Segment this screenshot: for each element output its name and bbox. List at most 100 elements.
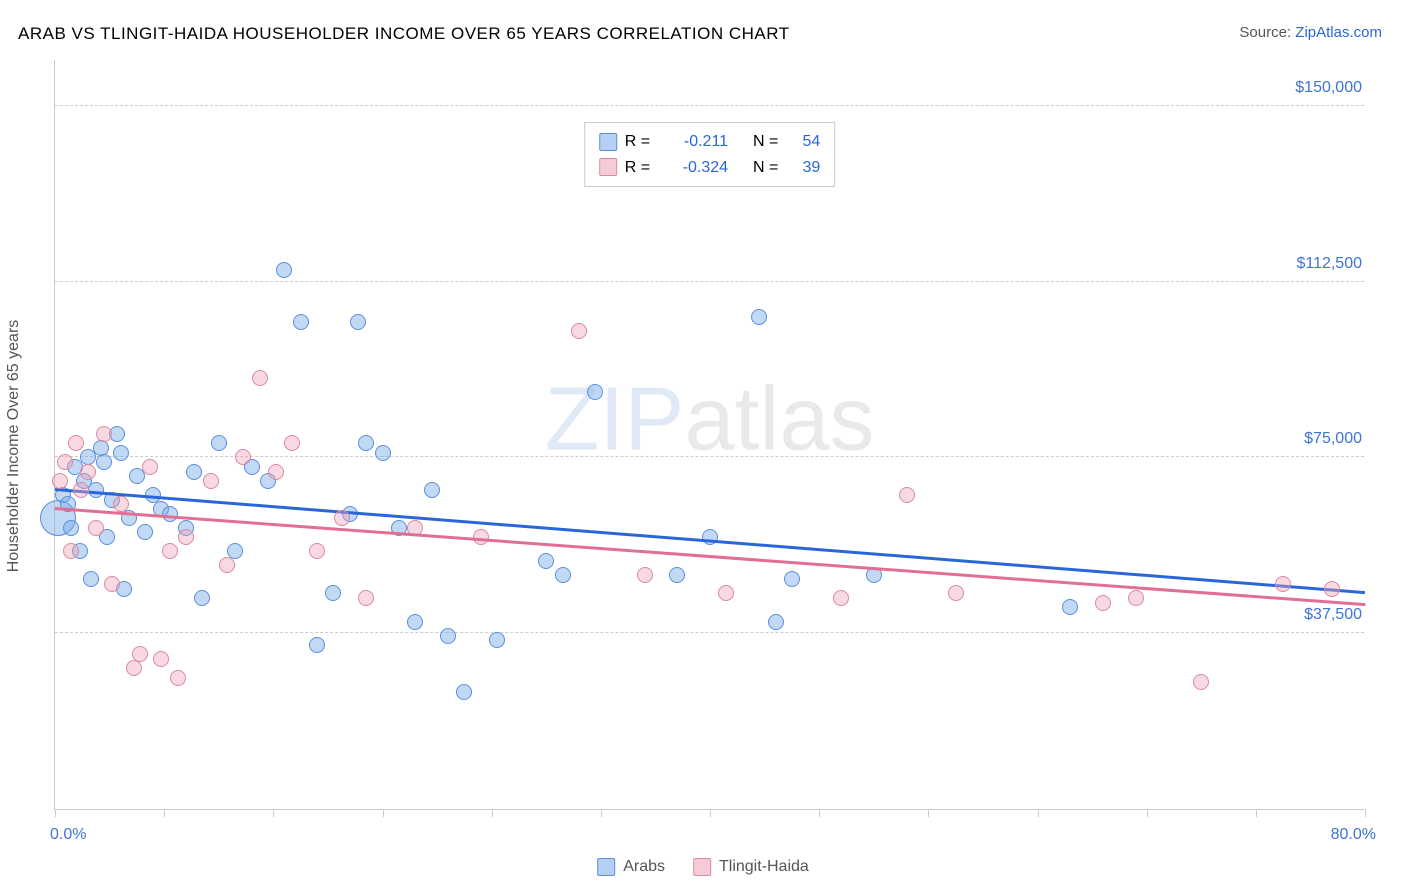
scatter-point	[252, 370, 268, 386]
scatter-point	[325, 585, 341, 601]
legend-item: Tlingit-Haida	[693, 858, 809, 876]
x-max-label: 80.0%	[1331, 826, 1376, 844]
scatter-point	[334, 510, 350, 526]
stats-row: R = -0.324 N = 39	[599, 155, 821, 181]
grid-line	[55, 281, 1364, 282]
x-tick	[164, 809, 165, 817]
scatter-point	[211, 435, 227, 451]
source-prefix: Source:	[1239, 24, 1295, 41]
scatter-point	[194, 590, 210, 606]
swatch-icon	[599, 158, 617, 176]
scatter-point	[284, 435, 300, 451]
scatter-point	[104, 576, 120, 592]
legend-label: Arabs	[623, 858, 665, 876]
source-credit: Source: ZipAtlas.com	[1239, 24, 1382, 41]
scatter-point	[113, 496, 129, 512]
scatter-point	[669, 567, 685, 583]
scatter-point	[276, 262, 292, 278]
scatter-point	[203, 473, 219, 489]
n-value: 54	[786, 129, 820, 155]
legend-item: Arabs	[597, 858, 665, 876]
legend-label: Tlingit-Haida	[719, 858, 809, 876]
scatter-point	[57, 454, 73, 470]
x-tick	[55, 809, 56, 817]
grid-line	[55, 456, 1364, 457]
scatter-point	[833, 590, 849, 606]
scatter-point	[73, 482, 89, 498]
scatter-point	[96, 426, 112, 442]
x-tick	[928, 809, 929, 817]
y-tick-label: $75,000	[1298, 430, 1368, 448]
scatter-point	[88, 520, 104, 536]
scatter-point	[132, 646, 148, 662]
scatter-point	[293, 314, 309, 330]
scatter-point	[186, 464, 202, 480]
swatch-icon	[599, 133, 617, 151]
scatter-point	[96, 454, 112, 470]
y-tick-label: $37,500	[1298, 606, 1368, 624]
r-value: -0.324	[658, 155, 728, 181]
scatter-point	[948, 585, 964, 601]
scatter-point	[137, 524, 153, 540]
x-tick	[1147, 809, 1148, 817]
scatter-point	[83, 571, 99, 587]
swatch-icon	[597, 858, 615, 876]
scatter-point	[538, 553, 554, 569]
stats-legend-box: R = -0.211 N = 54 R = -0.324 N = 39	[584, 122, 836, 187]
scatter-point	[68, 435, 84, 451]
scatter-point	[358, 435, 374, 451]
watermark-thin: atlas	[684, 369, 874, 469]
scatter-point	[1324, 581, 1340, 597]
watermark-bold: ZIP	[544, 369, 684, 469]
x-tick	[1256, 809, 1257, 817]
r-label: R =	[625, 129, 650, 155]
n-label: N =	[753, 129, 778, 155]
scatter-point	[358, 590, 374, 606]
scatter-point	[178, 529, 194, 545]
n-label: N =	[753, 155, 778, 181]
source-link[interactable]: ZipAtlas.com	[1295, 24, 1382, 41]
bottom-legend: Arabs Tlingit-Haida	[597, 858, 809, 876]
scatter-point	[751, 309, 767, 325]
scatter-point	[637, 567, 653, 583]
grid-line	[55, 105, 1364, 106]
grid-line	[55, 632, 1364, 633]
scatter-point	[268, 464, 284, 480]
scatter-point	[489, 632, 505, 648]
scatter-point	[80, 464, 96, 480]
r-value: -0.211	[658, 129, 728, 155]
scatter-point	[1095, 595, 1111, 611]
scatter-point	[456, 684, 472, 700]
scatter-point	[718, 585, 734, 601]
r-label: R =	[625, 155, 650, 181]
scatter-point	[702, 529, 718, 545]
scatter-point	[587, 384, 603, 400]
scatter-point	[899, 487, 915, 503]
y-axis-label: Householder Income Over 65 years	[5, 320, 23, 573]
x-tick	[492, 809, 493, 817]
scatter-point	[407, 614, 423, 630]
scatter-point	[142, 459, 158, 475]
x-tick	[383, 809, 384, 817]
scatter-point	[126, 660, 142, 676]
trend-line	[55, 507, 1365, 606]
scatter-point	[1193, 674, 1209, 690]
scatter-point	[309, 637, 325, 653]
x-min-label: 0.0%	[50, 826, 86, 844]
scatter-point	[350, 314, 366, 330]
swatch-icon	[693, 858, 711, 876]
scatter-point	[1275, 576, 1291, 592]
scatter-point	[162, 506, 178, 522]
scatter-point	[768, 614, 784, 630]
scatter-point	[1128, 590, 1144, 606]
scatter-point	[424, 482, 440, 498]
scatter-point	[375, 445, 391, 461]
x-tick	[273, 809, 274, 817]
scatter-plot-area: ZIPatlas R = -0.211 N = 54 R = -0.324 N …	[54, 60, 1364, 810]
scatter-point	[235, 449, 251, 465]
scatter-point	[63, 543, 79, 559]
scatter-point	[170, 670, 186, 686]
scatter-point	[555, 567, 571, 583]
x-tick	[819, 809, 820, 817]
x-tick	[601, 809, 602, 817]
